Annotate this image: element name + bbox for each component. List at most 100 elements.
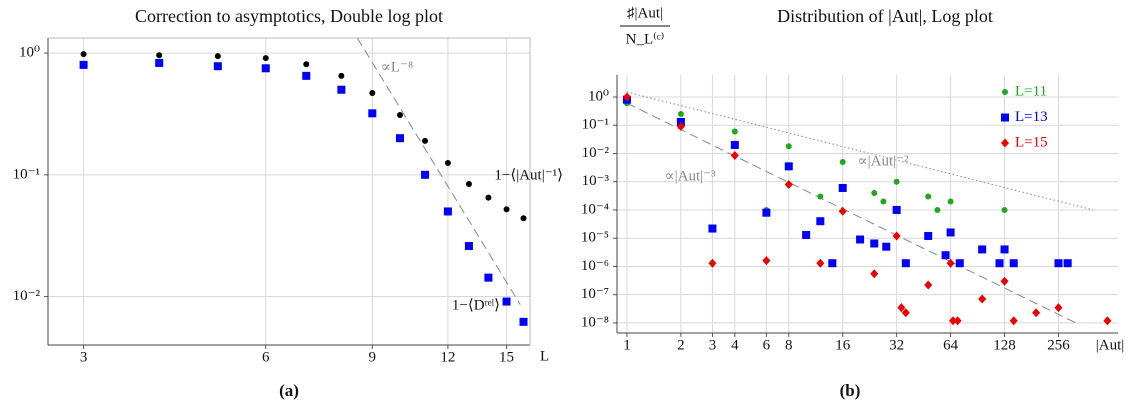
marker: [856, 235, 865, 244]
marker: [946, 258, 955, 268]
x-tick-label: 256: [1047, 337, 1070, 353]
marker: [503, 206, 510, 213]
marker: [941, 251, 950, 260]
x-tick-label: 12: [440, 349, 455, 365]
legend-marker: [1001, 113, 1009, 122]
marker: [955, 259, 964, 268]
marker: [953, 316, 962, 326]
marker: [213, 62, 222, 71]
chart-title: Correction to asymptotics, Double log pl…: [135, 6, 443, 26]
y-tick-label: 10⁻¹: [13, 166, 40, 182]
marker: [677, 110, 684, 117]
marker: [730, 140, 739, 149]
marker: [338, 72, 345, 79]
chart-title: Distribution of |Aut|, Log plot: [777, 6, 993, 26]
marker: [520, 215, 527, 222]
marker: [1063, 259, 1072, 268]
x-tick-label: 6: [763, 337, 771, 353]
marker: [214, 53, 221, 60]
marker: [1001, 206, 1008, 213]
marker: [762, 208, 771, 217]
y-tick-label: 10⁻³: [582, 173, 610, 189]
marker: [839, 158, 846, 165]
marker: [838, 206, 847, 216]
marker: [502, 297, 511, 306]
legend-marker: [1001, 138, 1009, 148]
marker: [1054, 259, 1063, 268]
marker: [882, 242, 891, 251]
y-tick-label: 10⁻⁷: [581, 286, 609, 302]
x-tick-label: 128: [993, 337, 1016, 353]
marker: [978, 245, 987, 254]
marker: [838, 183, 847, 192]
x-tick-label: 1: [623, 337, 631, 353]
caption: (a): [279, 381, 299, 400]
marker: [946, 228, 955, 237]
reference-line: [626, 91, 1094, 211]
x-tick-label: 8: [785, 337, 793, 353]
marker: [817, 193, 824, 200]
annotation: ∝|Aut|⁻³: [664, 168, 716, 184]
x-tick-label: 6: [262, 349, 270, 365]
panel: Distribution of |Aut|, Log plot (b) 1 2 3 4 6 8…: [581, 5, 1124, 399]
marker: [422, 137, 429, 144]
y-tick-label: 10⁻⁵: [581, 230, 609, 246]
y-axis-label: ♯|Aut|: [627, 5, 663, 21]
marker: [948, 316, 957, 326]
y-tick-label: 10⁻⁶: [581, 258, 609, 274]
annotation: ∝|Aut|⁻²: [857, 153, 909, 169]
marker: [485, 194, 492, 201]
x-tick-label: 3: [80, 349, 88, 365]
marker: [897, 303, 906, 313]
marker: [995, 259, 1004, 268]
marker: [80, 51, 87, 58]
marker: [519, 317, 528, 326]
marker: [828, 259, 837, 268]
marker: [368, 109, 377, 118]
marker: [262, 55, 269, 62]
marker: [892, 231, 901, 241]
x-axis-label: L: [540, 348, 549, 364]
marker: [1009, 259, 1018, 268]
marker: [1054, 303, 1063, 313]
plot-area: [626, 91, 1094, 324]
marker: [730, 150, 739, 160]
marker: [1009, 316, 1018, 326]
marker: [156, 52, 163, 59]
marker: [934, 206, 941, 213]
x-tick-label: 64: [943, 337, 959, 353]
marker: [1032, 308, 1041, 318]
marker: [947, 198, 954, 205]
reference-line: [626, 102, 1077, 324]
marker: [395, 134, 404, 143]
x-tick-label: 16: [835, 337, 851, 353]
marker: [924, 280, 933, 290]
marker: [871, 189, 878, 196]
marker: [708, 224, 717, 233]
marker: [978, 294, 987, 304]
marker: [676, 118, 685, 127]
marker: [802, 230, 811, 239]
marker: [901, 308, 910, 318]
x-tick-label: 4: [731, 337, 739, 353]
marker: [784, 179, 793, 189]
marker: [893, 178, 900, 185]
marker: [303, 61, 310, 68]
marker: [784, 162, 793, 171]
legend-marker: [1002, 89, 1008, 95]
marker: [892, 205, 901, 214]
marker: [816, 217, 825, 226]
marker: [622, 92, 631, 102]
x-tick-label: 15: [499, 349, 514, 365]
marker: [79, 60, 88, 69]
x-tick-label: 2: [677, 337, 685, 353]
y-tick-label: 10⁻¹: [582, 117, 609, 133]
x-tick-label: 9: [369, 349, 377, 365]
reference-line: [356, 38, 521, 305]
marker: [870, 239, 879, 248]
annotation: ∝L⁻⁸: [381, 59, 413, 75]
marker: [870, 269, 879, 279]
plot-area: [356, 38, 521, 305]
